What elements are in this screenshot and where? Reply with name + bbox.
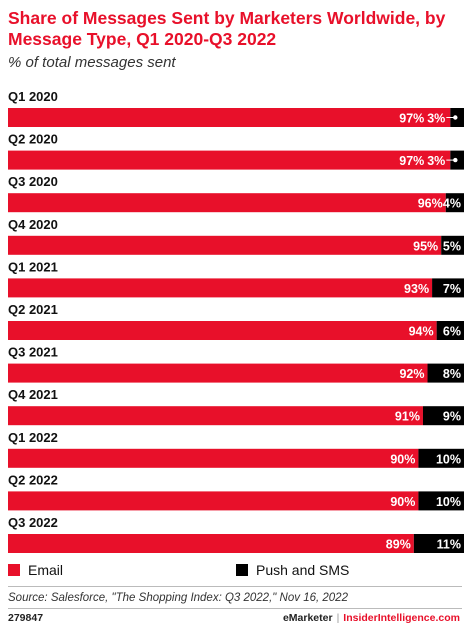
push-sms-bar: [432, 278, 464, 298]
push-sms-bar: [422, 406, 464, 426]
push-sms-bar: [427, 363, 464, 383]
push-sms-value-label: 3%: [427, 112, 445, 126]
push-sms-value-label: 7%: [443, 282, 461, 296]
email-value-label: 96%: [418, 197, 443, 211]
email-value-label: 97%: [399, 112, 424, 126]
push-sms-bar: [436, 321, 464, 340]
email-value-label: 97%: [399, 154, 424, 168]
divider: [8, 608, 462, 609]
chart-title: Share of Messages Sent by Marketers Worl…: [8, 8, 446, 49]
divider: [8, 586, 462, 587]
legend-push-swatch: [236, 564, 248, 576]
email-bar: [8, 491, 419, 511]
email-bar: [8, 534, 414, 553]
category-label: Q3 2022: [8, 515, 58, 530]
push-sms-value-label: 10%: [436, 495, 461, 509]
email-bar: [8, 448, 419, 468]
push-sms-bar: [445, 193, 464, 213]
category-label: Q1 2020: [8, 89, 58, 104]
email-value-label: 93%: [404, 282, 429, 296]
push-sms-value-label: 9%: [443, 410, 461, 424]
email-value-label: 95%: [413, 239, 438, 253]
source-note: Source: Salesforce, "The Shopping Index:…: [8, 592, 348, 604]
push-sms-bar: [418, 448, 464, 468]
email-bar: [8, 193, 446, 213]
legend-push: Push and SMS: [236, 562, 349, 578]
brand-emarketer: eMarketer: [282, 612, 333, 624]
category-label: Q2 2020: [8, 132, 58, 147]
category-label: Q1 2021: [8, 259, 58, 274]
legend-email-label: Email: [28, 562, 64, 578]
push-sms-bar: [413, 534, 464, 553]
email-bar: [8, 363, 428, 383]
push-sms-value-label: 11%: [437, 538, 461, 552]
email-value-label: 91%: [395, 410, 420, 424]
push-sms-bar: [418, 491, 464, 511]
email-bar: [8, 150, 451, 170]
category-label: Q1 2022: [8, 430, 58, 445]
push-sms-bar: [441, 235, 464, 255]
email-value-label: 92%: [399, 367, 424, 381]
legend-email-swatch: [8, 564, 20, 576]
category-label: Q3 2020: [8, 174, 58, 189]
category-label: Q2 2021: [8, 302, 58, 317]
push-sms-value-label: 8%: [443, 367, 461, 381]
email-bar: [8, 235, 442, 255]
email-bar: [8, 108, 451, 127]
email-bar: [8, 406, 423, 426]
email-bar: [8, 278, 433, 298]
email-value-label: 90%: [390, 495, 415, 509]
leader-dot: [453, 115, 458, 120]
brand-insider: InsiderIntelligence.com: [343, 612, 460, 624]
chart-subtitle: % of total messages sent: [8, 54, 176, 71]
email-value-label: 89%: [386, 538, 411, 552]
push-sms-value-label: 5%: [443, 239, 461, 253]
category-label: Q2 2022: [8, 472, 58, 487]
email-bar: [8, 321, 437, 340]
push-sms-value-label: 10%: [436, 452, 461, 466]
brand-separator: |: [336, 612, 340, 624]
legend-email: Email: [8, 562, 63, 578]
push-sms-value-label: 4%: [443, 197, 461, 211]
email-value-label: 94%: [409, 325, 434, 339]
leader-dot: [453, 157, 458, 163]
category-label: Q3 2021: [8, 345, 58, 360]
push-sms-value-label: 6%: [443, 325, 461, 339]
email-value-label: 90%: [390, 452, 415, 466]
legend-push-label: Push and SMS: [256, 562, 350, 578]
category-label: Q4 2021: [8, 387, 58, 402]
push-sms-value-label: 3%: [427, 154, 445, 168]
category-label: Q4 2020: [8, 217, 58, 232]
chart-id: 279847: [8, 612, 44, 624]
brand-footer: eMarketer | InsiderIntelligence.com: [283, 612, 460, 624]
